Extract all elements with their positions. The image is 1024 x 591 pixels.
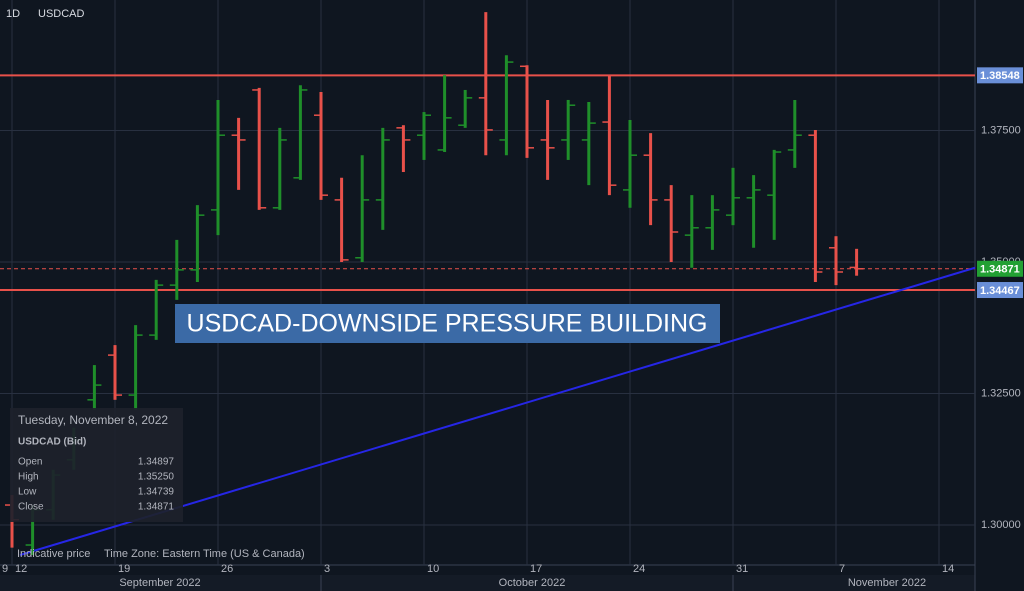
level-price-label: 1.34871 <box>980 264 1020 276</box>
tooltip-row-label: Low <box>18 487 37 498</box>
level-price-box <box>977 260 1023 277</box>
tooltip-row-value: 1.34871 <box>138 502 175 513</box>
x-tick-label: 12 <box>15 563 27 575</box>
level-price-label: 1.38548 <box>980 70 1020 82</box>
tooltip-row-value: 1.35250 <box>138 472 175 483</box>
month-label: September 2022 <box>119 577 200 589</box>
annotation: USDCAD-DOWNSIDE PRESSURE BUILDING <box>187 310 708 338</box>
tooltip-row-label: Open <box>18 457 42 468</box>
level-price-box <box>977 282 1023 299</box>
marks <box>0 12 976 556</box>
x-tick-label: 19 <box>118 563 130 575</box>
tooltip-row-value: 1.34897 <box>138 457 175 468</box>
tooltip-row-value: 1.34739 <box>138 487 175 498</box>
x-tick-label: 9 <box>2 563 8 575</box>
x-tick-label: 3 <box>324 563 330 575</box>
x-tick-label: 26 <box>221 563 233 575</box>
annotation-box <box>175 304 720 343</box>
tooltip-box <box>10 408 183 522</box>
overlay: 1.38548 1.34871 1.34467 1D USDCAD USDCAD-DOWN… <box>6 8 1023 560</box>
x-tick-label: 31 <box>736 563 748 575</box>
y-tick-label: 1.30000 <box>981 519 1021 531</box>
x-tick-label: 17 <box>530 563 542 575</box>
footer-text: Indicative price <box>17 548 90 560</box>
tooltip-instrument: USDCAD (Bid) <box>18 437 86 448</box>
x-tick-label: 7 <box>839 563 845 575</box>
month-row <box>0 575 975 591</box>
tooltip-row-label: Close <box>18 502 44 513</box>
y-tick-label: 1.32500 <box>981 387 1021 399</box>
x-tick-label: 14 <box>942 563 954 575</box>
x-tick-label: 24 <box>633 563 645 575</box>
x-tick-label: 10 <box>427 563 439 575</box>
level-price-box <box>977 67 1023 84</box>
tooltip-date: Tuesday, November 8, 2022 <box>18 413 168 427</box>
month-label: November 2022 <box>848 577 926 589</box>
symbol: USDCAD <box>38 8 85 20</box>
footer-text: Time Zone: Eastern Time (US & Canada) <box>104 548 305 560</box>
level-price-label: 1.34467 <box>980 285 1020 297</box>
month-label: October 2022 <box>499 577 566 589</box>
y-tick-label: 1.37500 <box>981 124 1021 136</box>
tooltip-row-label: High <box>18 472 39 483</box>
interval: 1D <box>6 8 20 20</box>
